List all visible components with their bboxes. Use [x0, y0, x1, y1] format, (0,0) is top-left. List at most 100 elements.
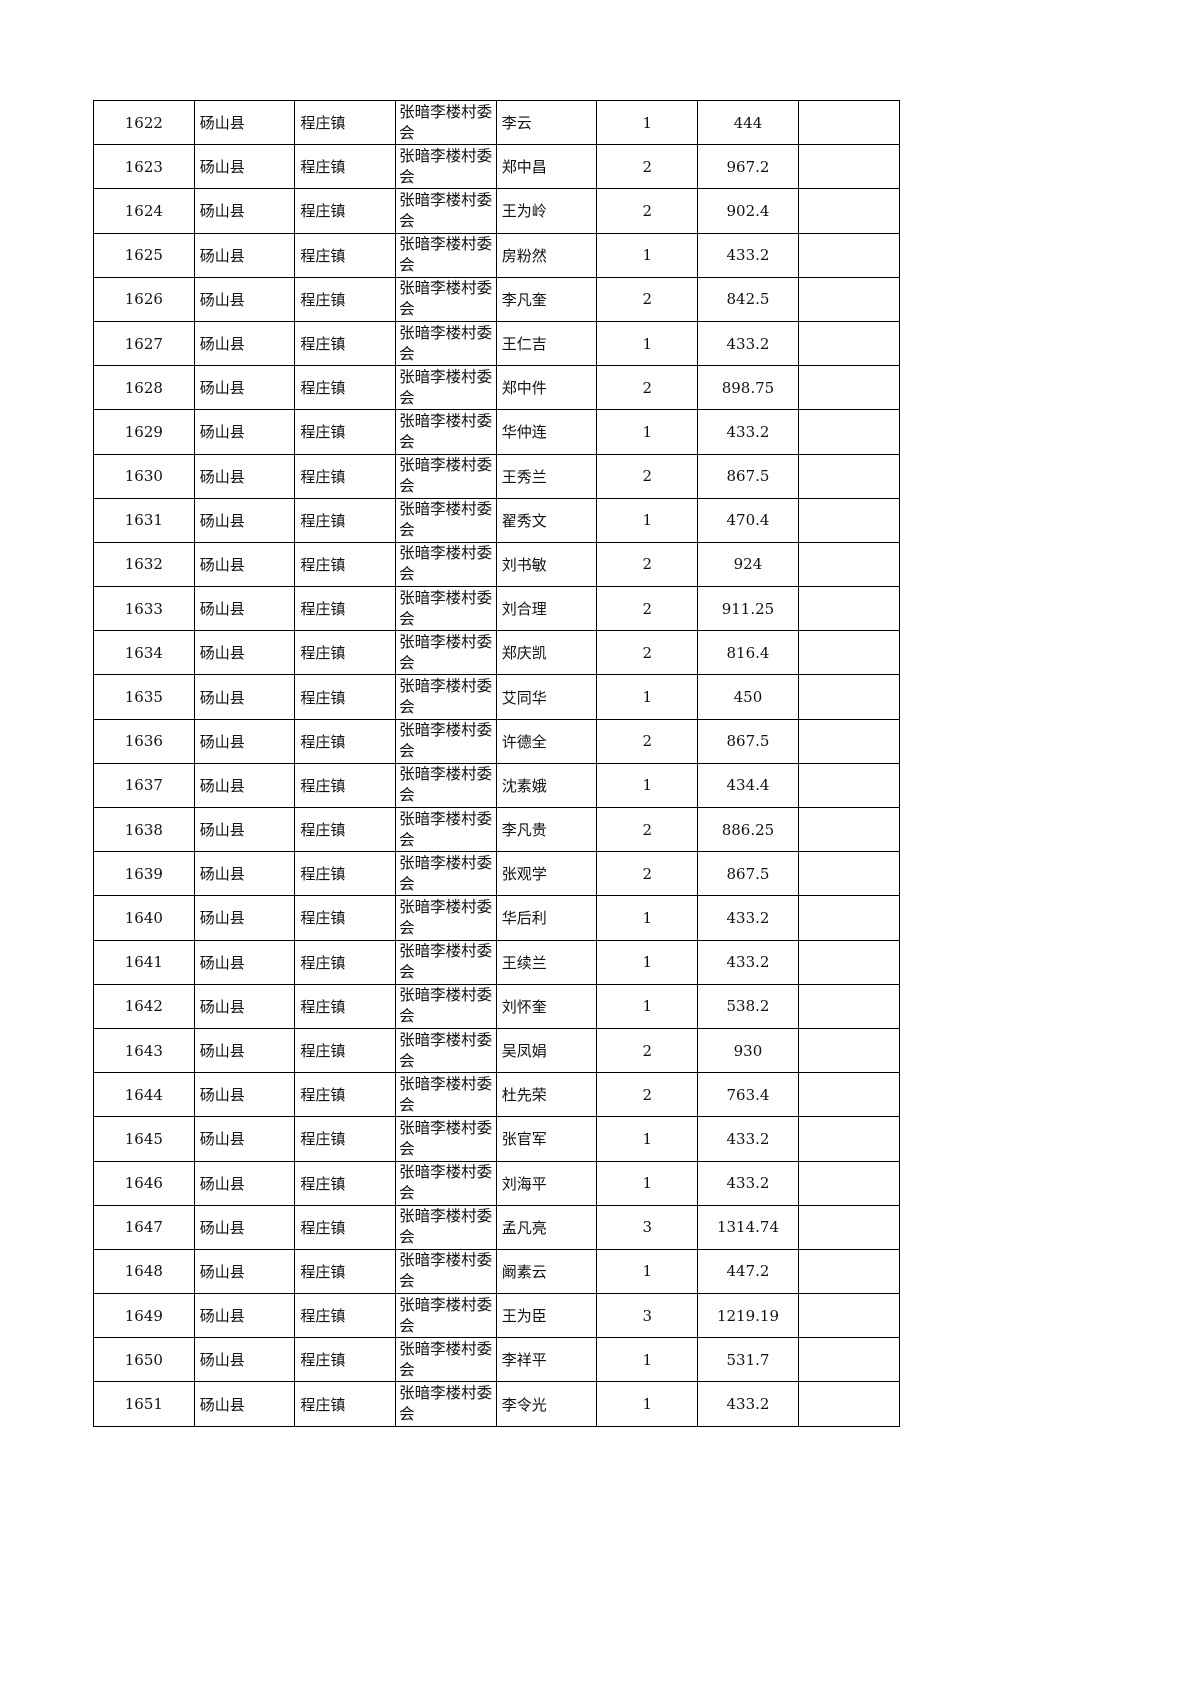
county-cell: 砀山县: [193, 939, 296, 985]
town-cell: 程庄镇: [294, 1027, 397, 1074]
town-cell: 程庄镇: [294, 851, 397, 897]
town-cell: 程庄镇: [294, 983, 397, 1029]
name-cell: 艾同华: [495, 674, 598, 720]
village-cell: 张暗李楼村委会: [395, 895, 497, 941]
table-row: 1640 砀山县 程庄镇 张暗李楼村委会 华后利 1 433.2: [93, 895, 900, 941]
name-cell: 房粉然: [495, 232, 598, 278]
table-row: 1622 砀山县 程庄镇 张暗李楼村委会 李云 1 444: [93, 99, 900, 146]
town-cell: 程庄镇: [294, 320, 397, 367]
village-cell: 张暗李楼村委会: [395, 983, 497, 1029]
name-cell: 郑庆凯: [495, 630, 598, 676]
county-cell: 砀山县: [193, 232, 296, 278]
amount-cell: 842.5: [697, 276, 799, 322]
county-cell: 砀山县: [193, 806, 296, 853]
amount-cell: 433.2: [697, 939, 799, 985]
county-cell: 砀山县: [193, 630, 296, 676]
table-row: 1636 砀山县 程庄镇 张暗李楼村委会 许德全 2 867.5: [93, 718, 900, 764]
row-number-cell: 1644: [93, 1072, 195, 1118]
town-cell: 程庄镇: [294, 409, 397, 455]
table-row: 1647 砀山县 程庄镇 张暗李楼村委会 孟凡亮 3 1314.74: [93, 1204, 900, 1250]
county-cell: 砀山县: [193, 276, 296, 322]
county-cell: 砀山县: [193, 1160, 296, 1206]
row-number-cell: 1636: [93, 718, 195, 764]
note-cell: [797, 586, 900, 632]
name-cell: 华后利: [495, 895, 598, 941]
note-cell: [797, 895, 900, 941]
note-cell: [797, 762, 900, 809]
town-cell: 程庄镇: [294, 762, 397, 809]
count-cell: 2: [596, 806, 699, 853]
town-cell: 程庄镇: [294, 1337, 397, 1383]
county-cell: 砀山县: [193, 1027, 296, 1074]
amount-cell: 450: [697, 674, 799, 720]
village-cell: 张暗李楼村委会: [395, 1027, 497, 1074]
table-row: 1638 砀山县 程庄镇 张暗李楼村委会 李凡贵 2 886.25: [93, 806, 900, 853]
village-cell: 张暗李楼村委会: [395, 1337, 497, 1383]
table-row: 1644 砀山县 程庄镇 张暗李楼村委会 杜先荣 2 763.4: [93, 1072, 900, 1118]
table-body: 1622 砀山县 程庄镇 张暗李楼村委会 李云 1 444 1623 砀山县 程庄镇 张暗李楼村委会…: [93, 99, 900, 1427]
amount-cell: 433.2: [697, 232, 799, 278]
village-cell: 张暗李楼村委会: [395, 99, 497, 146]
name-cell: 刘合理: [495, 586, 598, 632]
town-cell: 程庄镇: [294, 718, 397, 764]
note-cell: [797, 276, 900, 322]
row-number-cell: 1630: [93, 453, 195, 499]
table-row: 1629 砀山县 程庄镇 张暗李楼村委会 华仲连 1 433.2: [93, 409, 900, 455]
county-cell: 砀山县: [193, 586, 296, 632]
count-cell: 2: [596, 718, 699, 764]
village-cell: 张暗李楼村委会: [395, 497, 497, 543]
name-cell: 张观学: [495, 851, 598, 897]
note-cell: [797, 1381, 900, 1427]
town-cell: 程庄镇: [294, 541, 397, 588]
village-cell: 张暗李楼村委会: [395, 1381, 497, 1427]
village-cell: 张暗李楼村委会: [395, 1248, 497, 1295]
name-cell: 许德全: [495, 718, 598, 764]
county-cell: 砀山县: [193, 99, 296, 146]
row-number-cell: 1651: [93, 1381, 195, 1427]
table-row: 1634 砀山县 程庄镇 张暗李楼村委会 郑庆凯 2 816.4: [93, 630, 900, 676]
village-cell: 张暗李楼村委会: [395, 1204, 497, 1250]
note-cell: [797, 409, 900, 455]
note-cell: [797, 497, 900, 543]
county-cell: 砀山县: [193, 320, 296, 367]
row-number-cell: 1627: [93, 320, 195, 367]
count-cell: 2: [596, 541, 699, 588]
count-cell: 1: [596, 320, 699, 367]
row-number-cell: 1622: [93, 99, 195, 146]
county-cell: 砀山县: [193, 409, 296, 455]
row-number-cell: 1649: [93, 1293, 195, 1339]
county-cell: 砀山县: [193, 895, 296, 941]
name-cell: 张官军: [495, 1116, 598, 1162]
amount-cell: 1314.74: [697, 1204, 799, 1250]
county-cell: 砀山县: [193, 1116, 296, 1162]
town-cell: 程庄镇: [294, 895, 397, 941]
village-cell: 张暗李楼村委会: [395, 674, 497, 720]
row-number-cell: 1631: [93, 497, 195, 543]
name-cell: 翟秀文: [495, 497, 598, 543]
amount-cell: 816.4: [697, 630, 799, 676]
table-row: 1642 砀山县 程庄镇 张暗李楼村委会 刘怀奎 1 538.2: [93, 983, 900, 1029]
count-cell: 2: [596, 365, 699, 411]
name-cell: 阚素云: [495, 1248, 598, 1295]
table-row: 1625 砀山县 程庄镇 张暗李楼村委会 房粉然 1 433.2: [93, 232, 900, 278]
town-cell: 程庄镇: [294, 939, 397, 985]
row-number-cell: 1634: [93, 630, 195, 676]
village-cell: 张暗李楼村委会: [395, 541, 497, 588]
row-number-cell: 1647: [93, 1204, 195, 1250]
amount-cell: 531.7: [697, 1337, 799, 1383]
village-cell: 张暗李楼村委会: [395, 718, 497, 764]
row-number-cell: 1637: [93, 762, 195, 809]
table-row: 1646 砀山县 程庄镇 张暗李楼村委会 刘海平 1 433.2: [93, 1160, 900, 1206]
note-cell: [797, 453, 900, 499]
county-cell: 砀山县: [193, 983, 296, 1029]
note-cell: [797, 232, 900, 278]
county-cell: 砀山县: [193, 365, 296, 411]
town-cell: 程庄镇: [294, 630, 397, 676]
count-cell: 1: [596, 674, 699, 720]
town-cell: 程庄镇: [294, 674, 397, 720]
village-cell: 张暗李楼村委会: [395, 939, 497, 985]
county-cell: 砀山县: [193, 1293, 296, 1339]
amount-cell: 433.2: [697, 895, 799, 941]
county-cell: 砀山县: [193, 1204, 296, 1250]
count-cell: 2: [596, 851, 699, 897]
